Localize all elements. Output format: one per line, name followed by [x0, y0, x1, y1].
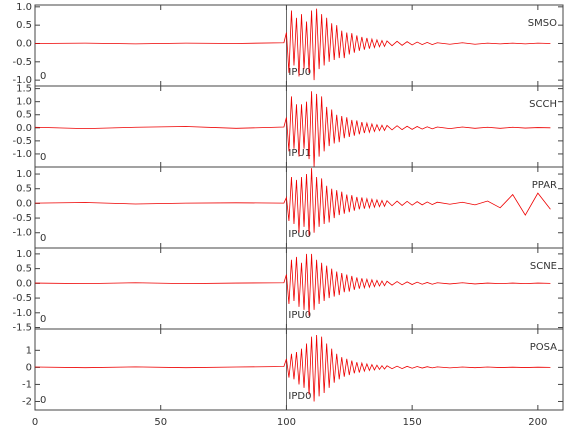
waveform: [34, 168, 551, 236]
y-tick-label: -0.5: [12, 57, 32, 68]
y-tick-label: 1.0: [16, 169, 32, 180]
x-tick-label: 100: [277, 417, 296, 428]
y-tick-label: 0: [26, 362, 32, 373]
corner-label: 0: [40, 71, 46, 82]
y-tick-label: -2: [22, 396, 32, 407]
corner-label: 0: [40, 314, 46, 325]
waveform: [34, 253, 551, 316]
y-tick-label: 0.5: [16, 110, 32, 121]
station-label: PPAR: [532, 180, 557, 191]
y-tick-label: -1: [22, 379, 32, 390]
corner-label: 0: [40, 152, 46, 163]
pick-label: IPU0: [288, 67, 311, 78]
corner-label: 0: [40, 233, 46, 244]
station-label: SCCH: [529, 99, 557, 110]
y-tick-label: 1.0: [16, 97, 32, 108]
y-tick-label: -0.5: [12, 213, 32, 224]
waveform: [34, 334, 551, 402]
y-tick-label: -1.0: [12, 75, 32, 86]
y-tick-label: -0.5: [12, 293, 32, 304]
x-tick-label: 200: [528, 417, 547, 428]
y-tick-label: 0.5: [16, 264, 32, 275]
y-tick-label: 0.0: [16, 278, 32, 289]
y-tick-label: -0.5: [12, 136, 32, 147]
pick-label: IPU0: [288, 229, 311, 240]
y-tick-label: 0.5: [16, 184, 32, 195]
x-tick-label: 150: [403, 417, 422, 428]
y-tick-label: -1.0: [12, 228, 32, 239]
x-tick-label: 0: [32, 417, 38, 428]
y-tick-label: 0.0: [16, 198, 32, 209]
y-tick-label: 1.0: [16, 249, 32, 260]
waveform: [34, 8, 551, 81]
pick-label: IPU0: [288, 310, 311, 321]
y-tick-label: 0.0: [16, 123, 32, 134]
y-tick-label: 1.5: [16, 84, 32, 95]
pick-label: IPU1: [288, 148, 311, 159]
waveform: [34, 91, 551, 168]
station-label: SCNE: [530, 261, 557, 272]
corner-label: 0: [40, 395, 46, 406]
panel-frame: [34, 328, 564, 411]
station-label: SMSO: [528, 18, 557, 29]
x-tick-label: 50: [154, 417, 167, 428]
y-tick-label: -1.0: [12, 149, 32, 160]
y-tick-label: 1.0: [16, 2, 32, 13]
y-tick-label: -1.5: [12, 323, 32, 334]
y-tick-label: 0.0: [16, 38, 32, 49]
y-tick-label: 0.5: [16, 20, 32, 31]
y-tick-label: -1.0: [12, 308, 32, 319]
pick-label: IPD0: [288, 391, 311, 402]
y-tick-label: 1: [26, 345, 32, 356]
station-label: POSA: [530, 342, 557, 353]
